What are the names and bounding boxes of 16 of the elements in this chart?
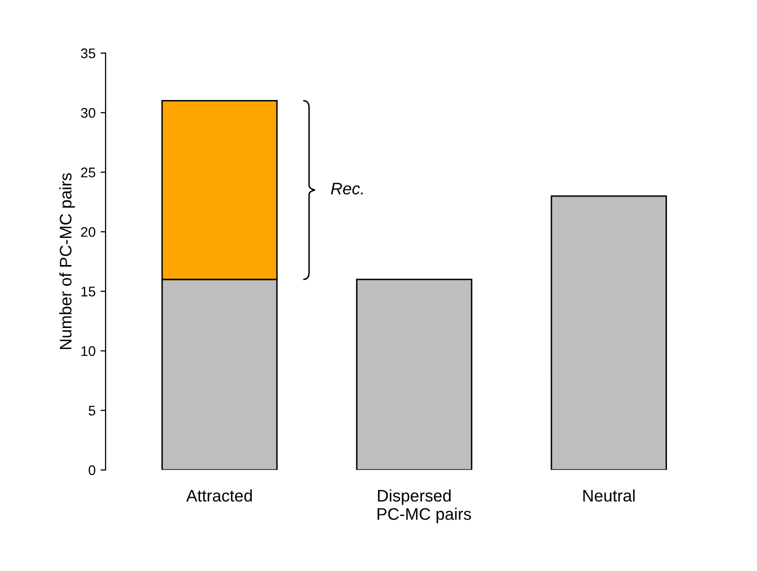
bar xyxy=(550,195,667,470)
x-tick-label: Attracted xyxy=(186,489,252,502)
y-tick-label: 30 xyxy=(80,108,96,118)
annotation: Rec. xyxy=(331,182,363,195)
y-tick-label: 15 xyxy=(81,286,96,296)
y-tick-label: 20 xyxy=(81,227,96,237)
y-tick-label: 5 xyxy=(88,406,96,416)
y-axis-title: Number of PC-MC pairs xyxy=(59,173,75,350)
x-axis-title: PC-MC pairs xyxy=(378,508,472,524)
bar xyxy=(356,278,472,470)
y-tick-label: 0 xyxy=(88,465,96,476)
y-tick-label: 10 xyxy=(81,346,96,356)
x-tick-label: Neutral xyxy=(583,489,635,502)
y-tick-label: 35 xyxy=(80,48,96,58)
x-tick-label: Dispersed xyxy=(378,489,451,505)
y-tick-label: 25 xyxy=(81,168,96,178)
